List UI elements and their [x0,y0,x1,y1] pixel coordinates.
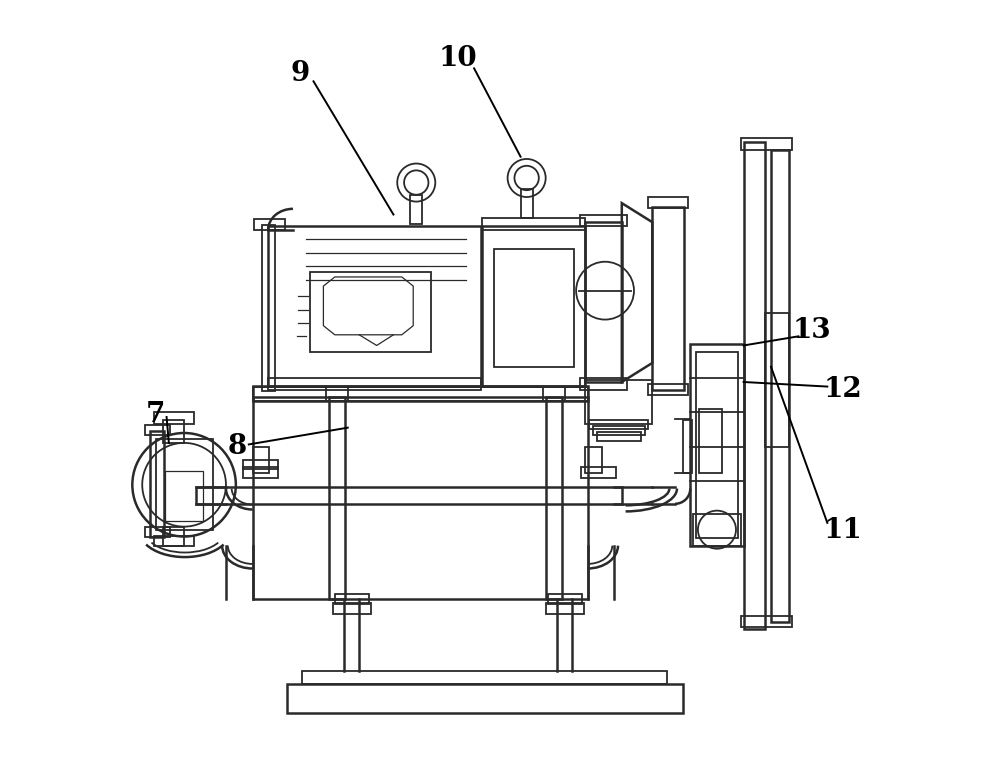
Bar [268,226,481,386]
Bar [683,420,692,474]
Bar [548,594,582,604]
Bar [243,460,278,469]
Text: 11: 11 [823,517,862,544]
Bar [585,222,622,382]
Bar [310,272,431,351]
Bar [690,344,744,545]
Bar [585,447,602,474]
Bar [154,412,194,424]
Bar [581,468,616,478]
Bar [196,487,622,503]
Bar [145,425,170,435]
Bar [335,594,369,604]
Bar [154,536,194,546]
Bar [741,616,792,627]
Bar [494,249,574,367]
Text: 9: 9 [291,60,310,87]
Bar [254,219,285,230]
Bar [741,138,792,150]
Bar [765,313,789,447]
Bar [329,397,345,599]
Bar [696,351,738,538]
Text: 13: 13 [793,317,831,344]
Bar [652,207,684,390]
Text: 7: 7 [146,401,166,429]
Bar [521,189,533,219]
Bar [648,197,688,209]
Bar [693,513,741,545]
Bar [580,215,627,226]
Bar [744,142,765,630]
Bar [648,384,688,395]
Bar [156,439,213,530]
Bar [543,387,565,401]
Bar [287,685,683,713]
Text: 8: 8 [228,433,247,460]
Bar [145,526,170,537]
Bar [585,380,652,424]
Bar [597,432,641,442]
Bar [699,409,722,474]
Bar [243,468,278,478]
Bar [546,397,562,599]
Bar [253,447,269,474]
Bar [580,378,627,390]
Bar [333,603,371,614]
Bar [163,420,184,443]
Bar [482,226,585,386]
Bar [302,671,667,685]
Bar [546,603,584,614]
Bar [253,397,588,599]
Bar [771,150,789,622]
Bar [165,471,203,520]
Bar [253,387,588,401]
Bar [163,526,184,545]
Bar [268,378,481,390]
Bar [326,387,348,401]
Bar [593,426,645,435]
Bar [410,195,422,224]
Bar [150,431,164,537]
Bar [253,386,588,401]
Bar [482,219,585,230]
Text: 12: 12 [823,376,862,403]
Text: 10: 10 [439,45,477,72]
Bar [589,420,648,429]
Bar [262,225,275,391]
